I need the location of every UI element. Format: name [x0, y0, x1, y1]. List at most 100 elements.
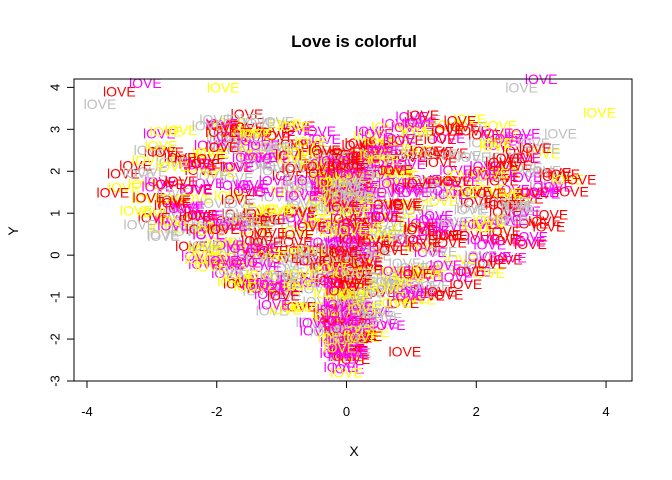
- point-label: lOVE: [334, 290, 367, 306]
- point-label: lOVE: [479, 249, 512, 265]
- y-tick-label: -3: [48, 375, 63, 387]
- point-label: lOVE: [325, 301, 358, 317]
- point-label: lOVE: [415, 188, 448, 204]
- point-label: lOVE: [341, 257, 374, 273]
- point-label: lOVE: [393, 156, 426, 172]
- point-label: lOVE: [405, 282, 438, 298]
- point-label: lOVE: [418, 278, 451, 294]
- point-label: lOVE: [365, 172, 398, 188]
- point-label: lOVE: [213, 256, 246, 272]
- point-label: lOVE: [321, 146, 354, 162]
- point-label: lOVE: [243, 283, 276, 299]
- point-label: lOVE: [289, 274, 322, 290]
- point-label: lOVE: [325, 160, 358, 176]
- point-label: lOVE: [326, 306, 359, 322]
- point-label: lOVE: [510, 169, 543, 185]
- point-label: lOVE: [474, 181, 507, 197]
- x-tick-label: -2: [211, 404, 223, 419]
- point-label: lOVE: [228, 255, 261, 271]
- point-label: lOVE: [480, 135, 513, 151]
- point-label: lOVE: [326, 173, 359, 189]
- point-label: lOVE: [206, 131, 239, 147]
- point-label: lOVE: [240, 224, 273, 240]
- point-label: lOVE: [286, 197, 319, 213]
- point-label: lOVE: [329, 186, 362, 202]
- point-label: lOVE: [445, 184, 478, 200]
- point-label: lOVE: [359, 142, 392, 158]
- point-label: lOVE: [267, 269, 300, 285]
- point-label: lOVE: [312, 217, 345, 233]
- point-label: lOVE: [194, 223, 227, 239]
- point-label: lOVE: [318, 320, 351, 336]
- point-label: lOVE: [327, 349, 360, 365]
- point-label: lOVE: [331, 270, 364, 286]
- point-label: lOVE: [341, 185, 374, 201]
- point-label: lOVE: [325, 181, 358, 197]
- point-label: lOVE: [253, 211, 286, 227]
- point-label: lOVE: [263, 213, 296, 229]
- point-label: lOVE: [306, 156, 339, 172]
- point-label: lOVE: [236, 213, 269, 229]
- points-layer: lOVElOVElOVElOVElOVElOVElOVElOVElOVElOVE…: [84, 71, 616, 381]
- point-label: lOVE: [412, 261, 445, 277]
- point-label: lOVE: [371, 142, 404, 158]
- point-label: lOVE: [188, 256, 221, 272]
- point-label: lOVE: [256, 272, 289, 288]
- point-label: lOVE: [340, 204, 373, 220]
- point-label: lOVE: [338, 187, 371, 203]
- point-label: lOVE: [338, 319, 371, 335]
- point-label: lOVE: [311, 188, 344, 204]
- point-label: lOVE: [324, 321, 357, 337]
- point-label: lOVE: [322, 312, 355, 328]
- point-label: lOVE: [195, 259, 228, 275]
- point-label: lOVE: [528, 213, 561, 229]
- point-label: lOVE: [266, 283, 299, 299]
- point-label: lOVE: [287, 192, 320, 208]
- point-label: lOVE: [315, 145, 348, 161]
- point-label: lOVE: [317, 146, 350, 162]
- point-label: lOVE: [528, 141, 561, 157]
- point-label: lOVE: [325, 235, 358, 251]
- point-label: lOVE: [244, 279, 277, 295]
- point-label: lOVE: [208, 118, 241, 134]
- point-label: lOVE: [123, 165, 156, 181]
- point-label: lOVE: [258, 139, 291, 155]
- point-label: lOVE: [334, 331, 367, 347]
- point-label: lOVE: [338, 285, 371, 301]
- point-label: lOVE: [431, 121, 464, 137]
- point-label: lOVE: [501, 207, 534, 223]
- point-label: lOVE: [401, 123, 434, 139]
- point-label: lOVE: [320, 334, 353, 350]
- point-label: lOVE: [220, 120, 253, 136]
- point-label: lOVE: [401, 202, 434, 218]
- point-label: lOVE: [336, 176, 369, 192]
- point-label: lOVE: [405, 180, 438, 196]
- point-label: lOVE: [372, 280, 405, 296]
- point-label: lOVE: [332, 175, 365, 191]
- point-label: lOVE: [211, 257, 244, 273]
- point-label: lOVE: [241, 215, 274, 231]
- point-label: lOVE: [336, 326, 369, 342]
- point-label: lOVE: [407, 107, 440, 123]
- point-label: lOVE: [391, 182, 424, 198]
- point-label: lOVE: [226, 240, 259, 256]
- point-label: lOVE: [477, 166, 510, 182]
- point-label: lOVE: [329, 180, 362, 196]
- point-label: lOVE: [323, 290, 356, 306]
- point-label: lOVE: [210, 139, 243, 155]
- point-label: lOVE: [316, 236, 349, 252]
- point-label: lOVE: [489, 185, 522, 201]
- point-label: lOVE: [215, 218, 248, 234]
- point-label: lOVE: [204, 250, 237, 266]
- point-label: lOVE: [328, 288, 361, 304]
- point-label: lOVE: [455, 119, 488, 135]
- point-label: lOVE: [284, 204, 317, 220]
- point-label: lOVE: [359, 143, 392, 159]
- point-label: lOVE: [312, 309, 345, 325]
- point-label: lOVE: [323, 297, 356, 313]
- point-label: lOVE: [328, 256, 361, 272]
- point-label: lOVE: [338, 214, 371, 230]
- point-label: lOVE: [383, 234, 416, 250]
- point-label: lOVE: [233, 246, 266, 262]
- point-label: lOVE: [468, 134, 501, 150]
